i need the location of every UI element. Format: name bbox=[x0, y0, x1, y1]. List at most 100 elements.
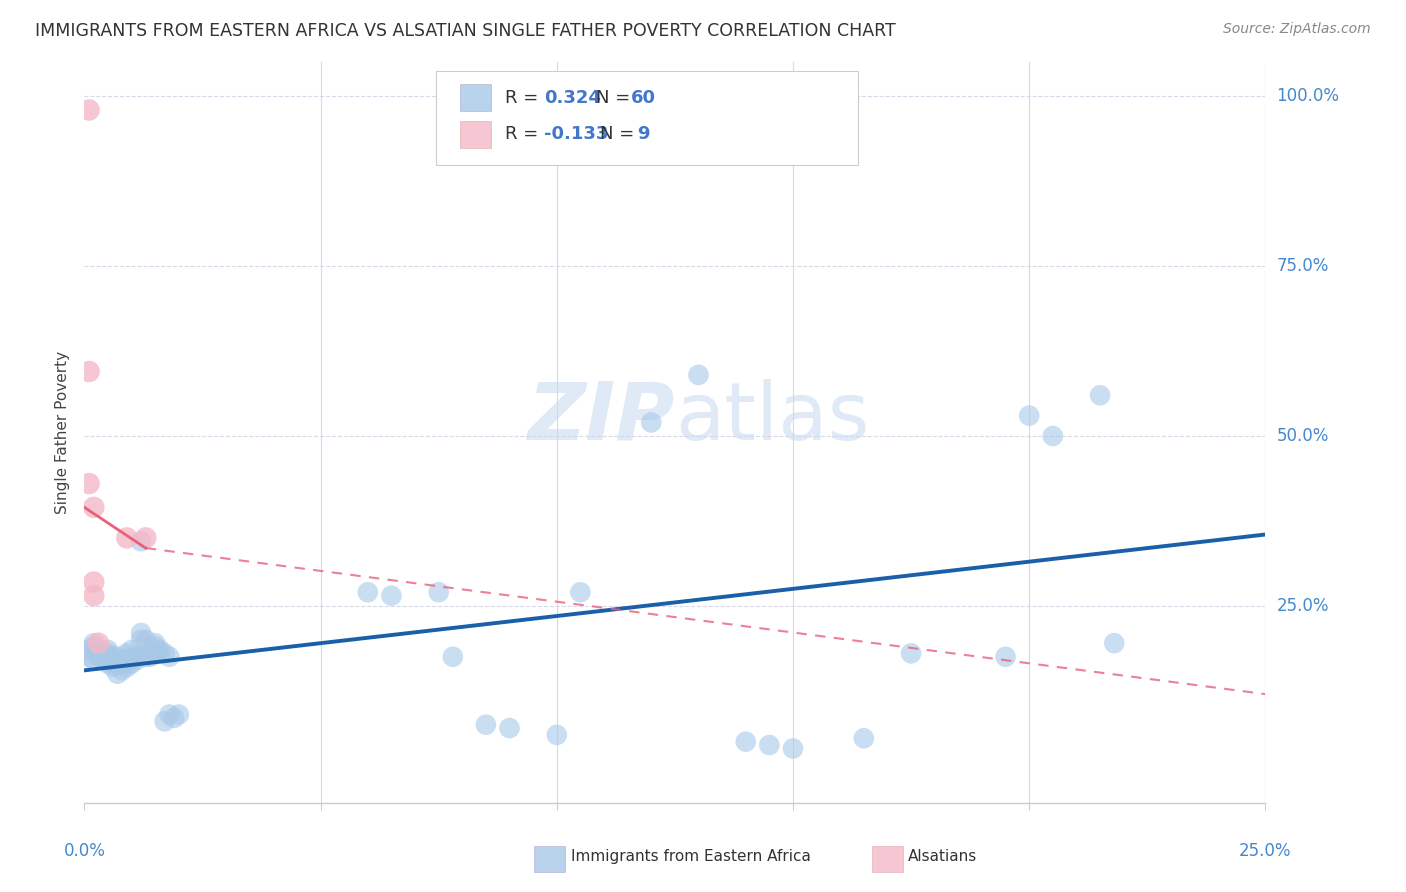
Text: atlas: atlas bbox=[675, 379, 869, 457]
Y-axis label: Single Father Poverty: Single Father Poverty bbox=[55, 351, 70, 514]
Text: R =: R = bbox=[505, 125, 538, 144]
Point bbox=[77, 103, 100, 117]
Point bbox=[83, 589, 105, 603]
Point bbox=[143, 646, 166, 660]
Point bbox=[153, 646, 176, 660]
Point bbox=[1018, 409, 1040, 423]
Point bbox=[135, 649, 157, 664]
Point bbox=[129, 534, 152, 549]
Point bbox=[83, 575, 105, 590]
Point bbox=[83, 653, 105, 667]
Point bbox=[1088, 388, 1111, 402]
Point bbox=[111, 653, 134, 667]
Point bbox=[107, 657, 129, 671]
Text: 75.0%: 75.0% bbox=[1277, 257, 1329, 276]
Point bbox=[129, 632, 152, 647]
Point bbox=[77, 643, 100, 657]
Point bbox=[135, 531, 157, 545]
Text: 0.324: 0.324 bbox=[544, 88, 600, 107]
Point bbox=[107, 649, 129, 664]
Point bbox=[91, 649, 114, 664]
Point bbox=[125, 649, 148, 664]
Text: 100.0%: 100.0% bbox=[1277, 87, 1340, 105]
Point bbox=[83, 500, 105, 515]
Point bbox=[115, 653, 138, 667]
Point bbox=[758, 738, 780, 752]
Point bbox=[143, 640, 166, 654]
Point bbox=[427, 585, 450, 599]
Point bbox=[688, 368, 710, 382]
Point bbox=[97, 657, 120, 671]
Point bbox=[101, 649, 124, 664]
Text: N =: N = bbox=[600, 125, 634, 144]
Point bbox=[83, 636, 105, 650]
Point bbox=[121, 643, 143, 657]
Text: N =: N = bbox=[596, 88, 630, 107]
Point bbox=[83, 640, 105, 654]
Text: R =: R = bbox=[505, 88, 538, 107]
Point bbox=[121, 657, 143, 671]
Point bbox=[157, 649, 180, 664]
Point bbox=[91, 646, 114, 660]
Point bbox=[153, 714, 176, 729]
Point bbox=[782, 741, 804, 756]
Point bbox=[1102, 636, 1125, 650]
Text: ZIP: ZIP bbox=[527, 379, 675, 457]
Point bbox=[101, 660, 124, 674]
Text: 50.0%: 50.0% bbox=[1277, 427, 1329, 445]
Point bbox=[87, 643, 110, 657]
Point bbox=[115, 531, 138, 545]
Text: 25.0%: 25.0% bbox=[1277, 597, 1329, 615]
Point bbox=[1042, 429, 1064, 443]
Point bbox=[569, 585, 592, 599]
Point bbox=[101, 653, 124, 667]
Point bbox=[111, 657, 134, 671]
Point bbox=[139, 649, 162, 664]
Point bbox=[167, 707, 190, 722]
Point bbox=[97, 653, 120, 667]
Text: IMMIGRANTS FROM EASTERN AFRICA VS ALSATIAN SINGLE FATHER POVERTY CORRELATION CHA: IMMIGRANTS FROM EASTERN AFRICA VS ALSATI… bbox=[35, 22, 896, 40]
Text: 60: 60 bbox=[631, 88, 657, 107]
Point bbox=[498, 721, 520, 735]
Point bbox=[640, 416, 662, 430]
Point bbox=[157, 707, 180, 722]
Point bbox=[163, 711, 186, 725]
Point bbox=[87, 649, 110, 664]
Point bbox=[994, 649, 1017, 664]
Point bbox=[135, 632, 157, 647]
Point bbox=[97, 643, 120, 657]
Point bbox=[143, 636, 166, 650]
Text: Alsatians: Alsatians bbox=[908, 849, 977, 863]
Point bbox=[77, 476, 100, 491]
Point bbox=[91, 653, 114, 667]
Point bbox=[734, 734, 756, 748]
Text: 9: 9 bbox=[637, 125, 650, 144]
Text: -0.133: -0.133 bbox=[544, 125, 609, 144]
Point bbox=[87, 646, 110, 660]
Point bbox=[475, 717, 498, 731]
Point bbox=[852, 731, 875, 746]
Point bbox=[121, 649, 143, 664]
Point bbox=[441, 649, 464, 664]
Point bbox=[139, 643, 162, 657]
Text: Source: ZipAtlas.com: Source: ZipAtlas.com bbox=[1223, 22, 1371, 37]
Point bbox=[77, 364, 100, 378]
Point bbox=[107, 666, 129, 681]
Point bbox=[115, 660, 138, 674]
Point bbox=[129, 626, 152, 640]
Point bbox=[357, 585, 380, 599]
Point bbox=[125, 653, 148, 667]
Text: 0.0%: 0.0% bbox=[63, 842, 105, 860]
Text: Immigrants from Eastern Africa: Immigrants from Eastern Africa bbox=[571, 849, 811, 863]
Point bbox=[149, 646, 172, 660]
Point bbox=[87, 636, 110, 650]
Point bbox=[380, 589, 402, 603]
Point bbox=[546, 728, 568, 742]
Text: 25.0%: 25.0% bbox=[1239, 842, 1292, 860]
Point bbox=[900, 646, 922, 660]
Point bbox=[149, 643, 172, 657]
Point bbox=[111, 664, 134, 678]
Point bbox=[115, 646, 138, 660]
Point bbox=[77, 649, 100, 664]
Point bbox=[97, 646, 120, 660]
